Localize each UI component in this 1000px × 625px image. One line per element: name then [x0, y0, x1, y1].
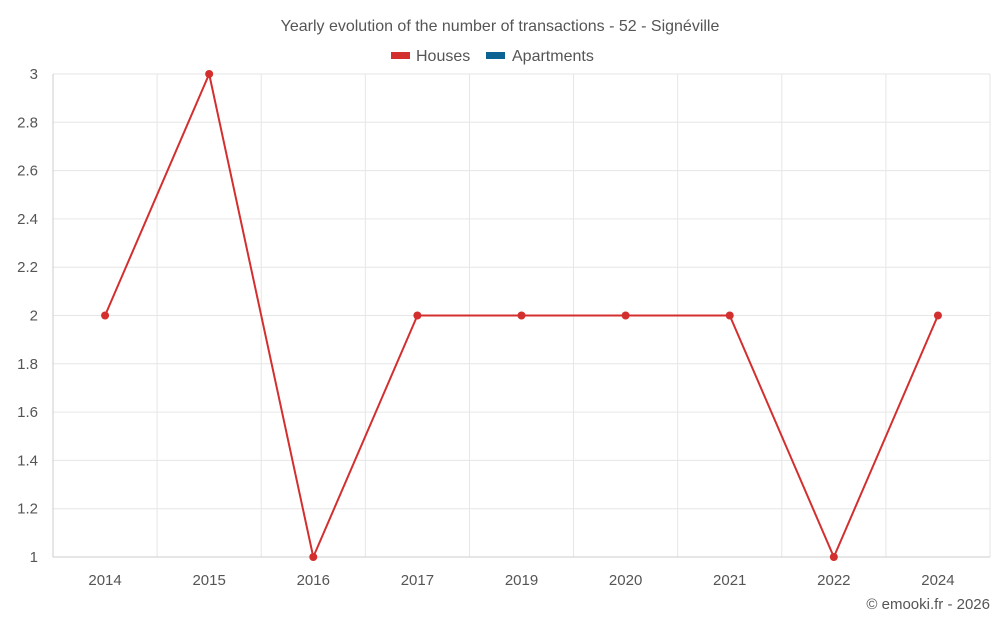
x-tick-label: 2016	[297, 572, 330, 589]
x-tick-label: 2024	[921, 572, 954, 589]
x-tick-label: 2019	[505, 572, 538, 589]
y-tick-label: 1.6	[17, 404, 38, 421]
y-tick-label: 2.6	[17, 163, 38, 180]
chart-title: Yearly evolution of the number of transa…	[281, 18, 720, 35]
legend-swatch-apartments	[486, 52, 505, 59]
y-tick-label: 2.2	[17, 259, 38, 276]
data-point[interactable]	[205, 70, 214, 78]
legend-label-apartments: Apartments	[512, 48, 594, 65]
legend-item-apartments[interactable]: Apartments	[486, 48, 594, 65]
data-point[interactable]	[517, 311, 526, 320]
data-point[interactable]	[309, 553, 318, 561]
credit-text: © emooki.fr - 2026	[866, 596, 990, 613]
legend-label-houses: Houses	[416, 48, 470, 65]
x-axis-ticks: 2014 2015 2016 2017 2019 2020 2021 2022 2024	[88, 572, 954, 589]
y-tick-label: 2.4	[17, 211, 38, 228]
x-tick-label: 2017	[401, 572, 434, 589]
data-point[interactable]	[621, 311, 630, 320]
legend-item-houses[interactable]: Houses	[391, 48, 470, 65]
data-point[interactable]	[101, 311, 110, 320]
y-tick-label: 1.4	[17, 452, 38, 469]
data-point[interactable]	[413, 311, 422, 320]
y-tick-label: 1.8	[17, 356, 38, 373]
data-point[interactable]	[933, 311, 942, 320]
data-point[interactable]	[829, 553, 838, 561]
x-tick-label: 2021	[713, 572, 746, 589]
x-tick-label: 2015	[192, 572, 225, 589]
x-tick-label: 2020	[609, 572, 642, 589]
y-tick-label: 3	[30, 66, 38, 83]
data-point[interactable]	[725, 311, 734, 320]
y-tick-label: 1	[30, 549, 38, 566]
legend-swatch-houses	[391, 52, 410, 59]
y-tick-label: 2	[30, 308, 38, 325]
y-axis-ticks: 1 1.2 1.4 1.6 1.8 2 2.2 2.4 2.6 2.8 3	[17, 66, 38, 566]
series-houses	[101, 70, 942, 561]
x-tick-label: 2022	[817, 572, 850, 589]
y-tick-label: 1.2	[17, 501, 38, 518]
y-tick-label: 2.8	[17, 114, 38, 131]
x-tick-label: 2014	[88, 572, 121, 589]
legend[interactable]: Houses Apartments	[391, 48, 594, 65]
